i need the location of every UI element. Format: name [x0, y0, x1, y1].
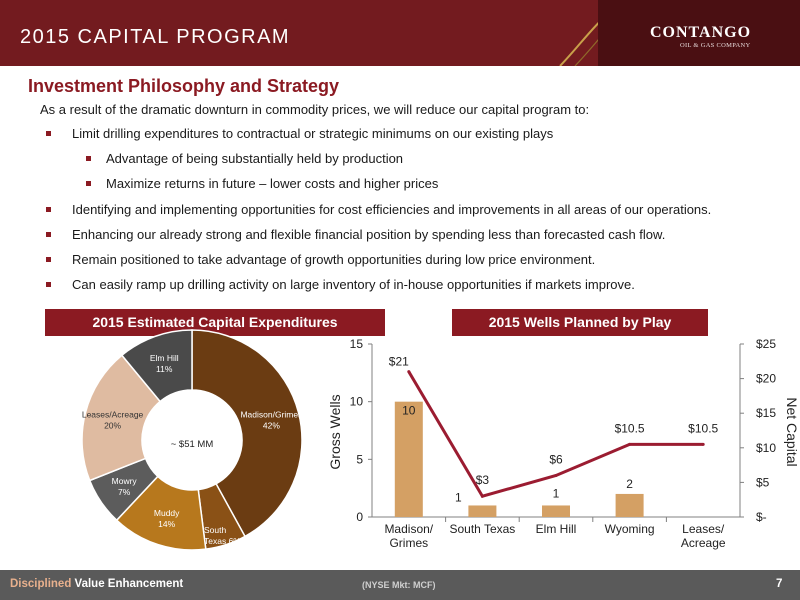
x-tick-label: Elm Hill — [536, 522, 577, 536]
y-axis-right-label: Net Capital — [784, 397, 800, 466]
line-value-label: $21 — [389, 355, 409, 369]
net-capital-line — [407, 370, 704, 498]
y-axis-label: Gross Wells — [327, 394, 343, 469]
bar-value-label: 1 — [553, 486, 560, 500]
pie-slice-leases-acreage — [81, 354, 162, 482]
bullet-square-icon — [46, 231, 51, 237]
y-right-tick-label: $5 — [756, 475, 770, 489]
bullet-square-icon — [86, 156, 91, 162]
page-number: 7 — [776, 578, 783, 590]
pie-label-mowry: Mowry 7% — [112, 476, 138, 497]
y-tick-label: 15 — [350, 337, 364, 351]
bar — [542, 505, 570, 517]
x-tick-label: Wyoming — [605, 522, 655, 536]
y-right-tick-label: $25 — [756, 337, 776, 351]
logo-plate — [598, 0, 800, 66]
header-bar: 2015 CAPITAL PROGRAM CONTANGO OIL & GAS … — [0, 0, 800, 66]
line-point — [701, 442, 705, 446]
pie-center-label: ~ $51 MM — [171, 439, 214, 450]
bullet-square-icon — [46, 282, 51, 288]
page-title: 2015 CAPITAL PROGRAM — [20, 26, 291, 48]
line-point — [407, 370, 411, 374]
pie-chart-title: 2015 Estimated Capital Expenditures — [45, 309, 385, 336]
pie-label-elm-hill: Elm Hill 11% — [150, 353, 179, 374]
pie-label-south-texas: South Texas 6% — [204, 525, 241, 546]
bullet-item: Limit drilling expenditures to contractu… — [46, 126, 786, 151]
bar — [394, 401, 423, 517]
y-tick-label: 10 — [350, 395, 364, 409]
y-right-tick-label: $10 — [756, 441, 776, 455]
bullet-item: Identifying and implementing opportuniti… — [46, 202, 786, 227]
footer-ticker: (NYSE Mkt: MCF) — [362, 580, 436, 590]
line-value-label: $10.5 — [688, 421, 718, 435]
y-tick-label: 5 — [356, 452, 363, 466]
logo: CONTANGO — [650, 24, 752, 41]
bullet-square-icon — [46, 256, 51, 262]
line-value-label: $3 — [476, 473, 490, 487]
pie-label-leases-acreage: Leases/Acreage 20% — [82, 410, 144, 431]
y-tick-label: 0 — [356, 510, 363, 524]
footer-bar: Disciplined Value Enhancement (NYSE Mkt:… — [0, 570, 800, 600]
pie-label-muddy: Muddy 14% — [154, 508, 180, 529]
bar — [468, 505, 497, 517]
intro-text: As a result of the dramatic downturn in … — [40, 102, 590, 117]
y-right-tick-label: $- — [756, 510, 767, 524]
x-tick-label: Madison/Grimes — [384, 522, 433, 550]
x-tick-label: Leases/Acreage — [681, 522, 726, 550]
line-point — [628, 442, 632, 446]
bar — [615, 493, 644, 517]
bullet-square-icon — [46, 131, 51, 136]
line-value-label: $6 — [549, 452, 563, 466]
bar-value-label: 10 — [402, 404, 416, 418]
section-title: Investment Philosophy and Strategy — [28, 76, 340, 96]
bullet-item: Remain positioned to take advantage of g… — [46, 252, 786, 277]
pie-slice-elm-hill — [120, 329, 193, 403]
bullet-item: Can easily ramp up drilling activity on … — [46, 277, 786, 302]
sub-bullet-item: Maximize returns in future – lower costs… — [46, 176, 786, 201]
y-right-tick-label: $15 — [756, 406, 776, 420]
line-point — [554, 473, 558, 477]
bullet-list: Limit drilling expenditures to contractu… — [46, 126, 786, 302]
bullet-square-icon — [86, 181, 91, 187]
line-point — [480, 494, 484, 498]
y-right-tick-label: $20 — [756, 372, 776, 386]
logo-tagline: OIL & GAS COMPANY — [680, 42, 751, 49]
line-value-label: $10.5 — [615, 421, 645, 435]
bar-value-label: 1 — [455, 490, 462, 504]
x-tick-label: South Texas — [449, 522, 515, 536]
footer-tagline: Disciplined Value Enhancement — [10, 578, 184, 590]
bar-value-label: 2 — [626, 477, 633, 491]
pie-slice-madison-grimes — [191, 329, 303, 538]
bar-chart-title: 2015 Wells Planned by Play — [452, 309, 708, 336]
sub-bullet-item: Advantage of being substantially held by… — [46, 151, 786, 176]
bullet-item: Enhancing our already strong and flexibl… — [46, 227, 786, 252]
bullet-square-icon — [46, 206, 51, 212]
pie-label-madison-grimes: Madison/Grimes 42% — [240, 410, 302, 431]
